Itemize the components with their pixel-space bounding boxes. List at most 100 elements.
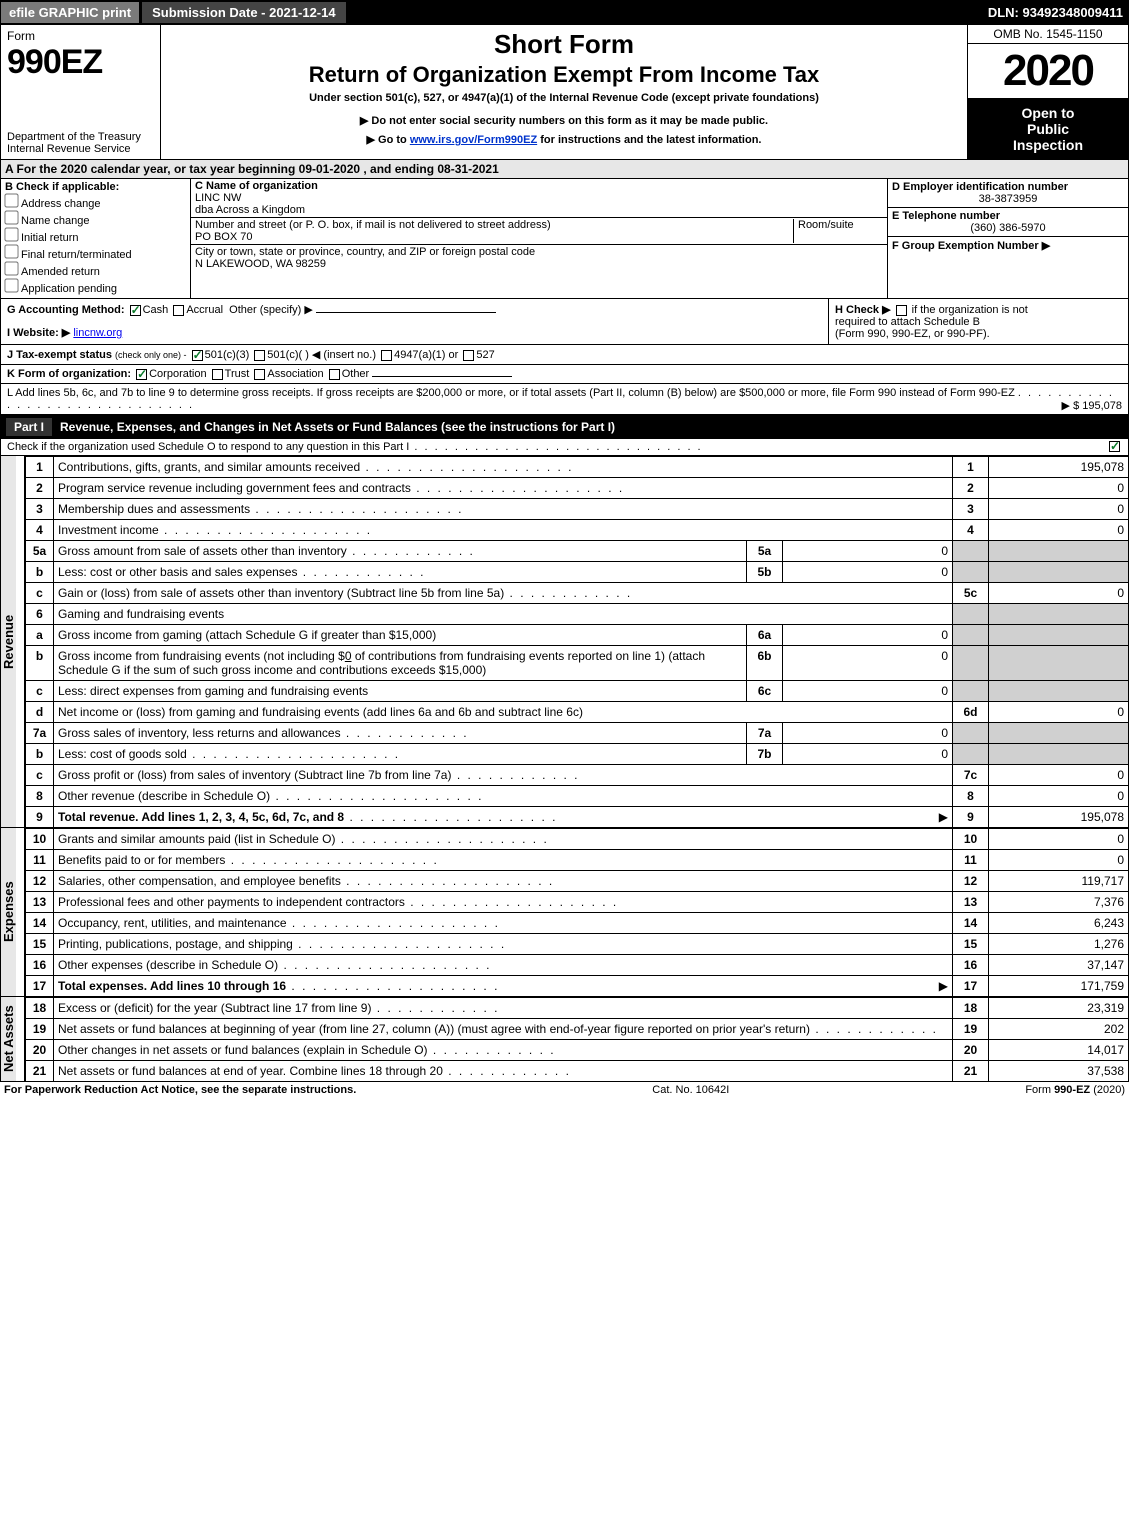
table-row: 12Salaries, other compensation, and empl… xyxy=(26,871,1129,892)
c-name-row: C Name of organization LINC NW dba Acros… xyxy=(191,179,887,218)
expenses-block: Expenses 10Grants and similar amounts pa… xyxy=(0,828,1129,997)
k-o4: Other xyxy=(342,368,370,380)
h-check: H Check ▶ if the organization is not req… xyxy=(828,299,1128,344)
submission-date-label: Submission Date - 2021-12-14 xyxy=(142,2,346,23)
open-to-public: Open to Public Inspection xyxy=(968,99,1128,159)
j-4947-checkbox[interactable] xyxy=(381,350,392,361)
row-6c: c Less: direct expenses from gaming and … xyxy=(26,681,1129,702)
d-label: D Employer identification number xyxy=(892,181,1124,193)
website-link[interactable]: lincnw.org xyxy=(73,327,122,339)
addr-label: Number and street (or P. O. box, if mail… xyxy=(195,219,793,231)
b-final-return[interactable]: Final return/terminated xyxy=(5,245,186,261)
line-j: J Tax-exempt status (check only one) - 5… xyxy=(0,345,1129,365)
footer-left: For Paperwork Reduction Act Notice, see … xyxy=(4,1084,356,1096)
k-other-blank[interactable] xyxy=(372,376,512,377)
h-checkbox[interactable] xyxy=(896,305,907,316)
h-line1: H Check ▶ xyxy=(835,304,891,316)
b-name-change[interactable]: Name change xyxy=(5,211,186,227)
f-group-row: F Group Exemption Number ▶ xyxy=(888,237,1128,254)
part-i-header: Part I Revenue, Expenses, and Changes in… xyxy=(0,415,1129,439)
check-o-checkbox[interactable] xyxy=(1109,441,1120,452)
addr-value: PO BOX 70 xyxy=(195,231,793,243)
k-assoc-checkbox[interactable] xyxy=(254,369,265,380)
g-accounting: G Accounting Method: Cash Accrual Other … xyxy=(1,299,828,344)
c-addr-row: Number and street (or P. O. box, if mail… xyxy=(191,218,887,245)
row-7b: b Less: cost of goods sold 7b 0 xyxy=(26,744,1129,765)
b-address-change[interactable]: Address change xyxy=(5,194,186,210)
row-6b: b Gross income from fundraising events (… xyxy=(26,646,1129,681)
revenue-table: 1Contributions, gifts, grants, and simil… xyxy=(25,456,1129,828)
page-footer: For Paperwork Reduction Act Notice, see … xyxy=(0,1082,1129,1098)
g-cash-checkbox[interactable] xyxy=(130,305,141,316)
table-row: 21Net assets or fund balances at end of … xyxy=(26,1061,1129,1082)
row-7c: c Gross profit or (loss) from sales of i… xyxy=(26,765,1129,786)
table-row: 4Investment income40 xyxy=(26,520,1129,541)
revenue-side-label: Revenue xyxy=(1,456,16,827)
j-o4: 527 xyxy=(476,349,494,361)
ein-value: 38-3873959 xyxy=(892,193,1124,205)
org-name-1: LINC NW xyxy=(195,192,883,204)
open1: Open to xyxy=(970,105,1126,121)
netassets-block: Net Assets 18Excess or (deficit) for the… xyxy=(0,997,1129,1082)
check-o-text: Check if the organization used Schedule … xyxy=(7,441,703,453)
city-label: City or town, state or province, country… xyxy=(195,246,883,258)
e-phone-row: E Telephone number (360) 386-5970 xyxy=(888,208,1128,237)
city-value: N LAKEWOOD, WA 98259 xyxy=(195,258,883,270)
form-number: 990EZ xyxy=(7,43,154,82)
row-5a: 5a Gross amount from sale of assets othe… xyxy=(26,541,1129,562)
netassets-side-label: Net Assets xyxy=(1,997,16,1081)
table-row: 15Printing, publications, postage, and s… xyxy=(26,934,1129,955)
k-other-checkbox[interactable] xyxy=(329,369,340,380)
header-left: Form 990EZ Department of the Treasury In… xyxy=(1,25,161,159)
footer-right: Form 990-EZ (2020) xyxy=(1025,1084,1125,1096)
short-form-title: Short Form xyxy=(167,29,961,60)
f-label: F Group Exemption Number ▶ xyxy=(892,239,1124,252)
omb-number: OMB No. 1545-1150 xyxy=(968,25,1128,44)
j-o1: 501(c)(3) xyxy=(205,349,250,361)
table-row: 17Total expenses. Add lines 10 through 1… xyxy=(26,976,1129,997)
table-row: 13Professional fees and other payments t… xyxy=(26,892,1129,913)
j-o2: 501(c)( ) ◀ (insert no.) xyxy=(267,349,376,361)
table-row: 10Grants and similar amounts paid (list … xyxy=(26,829,1129,850)
k-trust-checkbox[interactable] xyxy=(212,369,223,380)
row-6d: d Net income or (loss) from gaming and f… xyxy=(26,702,1129,723)
open2: Public xyxy=(970,121,1126,137)
efile-print-button[interactable]: efile GRAPHIC print xyxy=(0,1,140,24)
c-city-row: City or town, state or province, country… xyxy=(191,245,887,271)
g-accrual-checkbox[interactable] xyxy=(173,305,184,316)
table-row: 3Membership dues and assessments30 xyxy=(26,499,1129,520)
e-label: E Telephone number xyxy=(892,210,1124,222)
j-501c3-checkbox[interactable] xyxy=(192,350,203,361)
expenses-side-label: Expenses xyxy=(1,828,16,996)
h-line2: required to attach Schedule B xyxy=(835,316,980,328)
col-c: C Name of organization LINC NW dba Acros… xyxy=(191,179,888,298)
table-row: 2Program service revenue including gover… xyxy=(26,478,1129,499)
row-7a: 7a Gross sales of inventory, less return… xyxy=(26,723,1129,744)
j-527-checkbox[interactable] xyxy=(463,350,474,361)
top-toolbar: efile GRAPHIC print Submission Date - 20… xyxy=(0,0,1129,24)
k-corp-checkbox[interactable] xyxy=(136,369,147,380)
table-row: 20Other changes in net assets or fund ba… xyxy=(26,1040,1129,1061)
k-o2: Trust xyxy=(225,368,250,380)
line-l: L Add lines 5b, 6c, and 7b to line 9 to … xyxy=(0,384,1129,415)
table-row: 19Net assets or fund balances at beginni… xyxy=(26,1019,1129,1040)
goto-pre: ▶ Go to xyxy=(367,134,410,146)
table-row: 16Other expenses (describe in Schedule O… xyxy=(26,955,1129,976)
part-i-check-o: Check if the organization used Schedule … xyxy=(0,439,1129,456)
row-6a: a Gross income from gaming (attach Sched… xyxy=(26,625,1129,646)
b-amended-return[interactable]: Amended return xyxy=(5,262,186,278)
goto-link[interactable]: www.irs.gov/Form990EZ xyxy=(410,134,537,146)
phone-value: (360) 386-5970 xyxy=(892,222,1124,234)
j-label: J Tax-exempt status xyxy=(7,349,112,361)
j-501c-checkbox[interactable] xyxy=(254,350,265,361)
table-row: 11Benefits paid to or for members110 xyxy=(26,850,1129,871)
part-i-title: Revenue, Expenses, and Changes in Net As… xyxy=(60,420,1123,434)
row-6: 6 Gaming and fundraising events xyxy=(26,604,1129,625)
table-row: 18Excess or (deficit) for the year (Subt… xyxy=(26,998,1129,1019)
b-application-pending[interactable]: Application pending xyxy=(5,279,186,295)
b-initial-return[interactable]: Initial return xyxy=(5,228,186,244)
table-row: 14Occupancy, rent, utilities, and mainte… xyxy=(26,913,1129,934)
b-label: B Check if applicable: xyxy=(5,181,186,193)
l-amount: ▶ $ 195,078 xyxy=(1062,399,1122,412)
g-other-blank[interactable] xyxy=(316,312,496,313)
